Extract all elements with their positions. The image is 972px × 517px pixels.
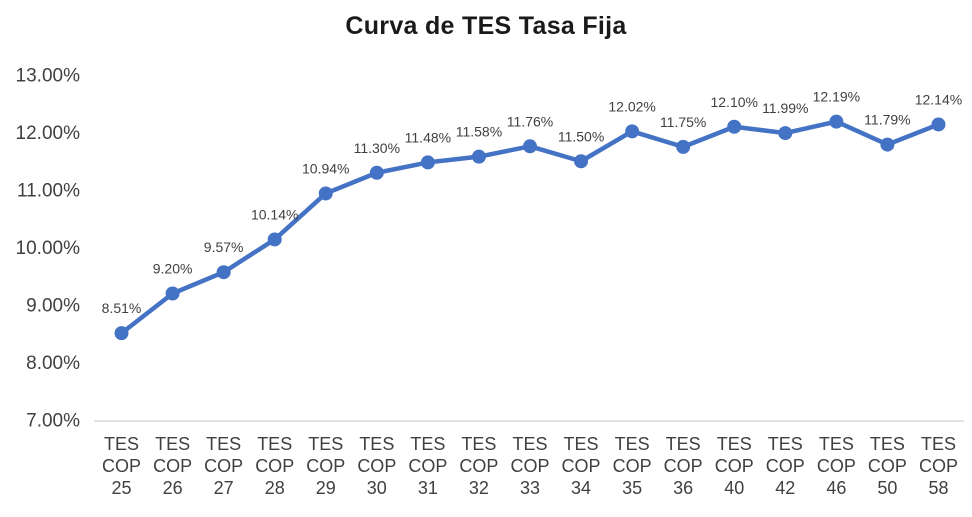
data-point-label: 11.76% bbox=[507, 113, 553, 129]
chart-title: Curva de TES Tasa Fija bbox=[345, 12, 627, 40]
x-axis-label: TES COP 29 bbox=[306, 434, 345, 498]
x-axis-label: TES COP 27 bbox=[204, 434, 243, 498]
x-axis-label: TES COP 26 bbox=[153, 434, 192, 498]
y-tick-label: 8.00% bbox=[26, 353, 80, 374]
x-axis-label: TES COP 50 bbox=[868, 434, 907, 498]
data-point-label: 12.19% bbox=[813, 89, 860, 105]
data-point-label: 9.57% bbox=[204, 239, 244, 255]
x-axis-label: TES COP 42 bbox=[766, 434, 805, 498]
data-point-marker bbox=[114, 326, 129, 341]
x-axis-label: TES COP 58 bbox=[919, 434, 958, 498]
x-axis-label: TES COP 35 bbox=[613, 434, 652, 498]
y-tick-label: 9.00% bbox=[26, 296, 80, 317]
data-point-marker bbox=[880, 137, 895, 152]
data-point-marker bbox=[625, 124, 640, 139]
data-point-label: 10.14% bbox=[251, 206, 298, 222]
y-tick-label: 11.00% bbox=[17, 181, 80, 202]
x-axis-label: TES COP 31 bbox=[408, 434, 447, 498]
y-tick-label: 10.00% bbox=[16, 238, 81, 259]
x-axis-label: TES COP 46 bbox=[817, 434, 856, 498]
data-point-label: 11.58% bbox=[456, 124, 502, 140]
data-point-label: 12.10% bbox=[710, 94, 757, 110]
x-axis-label: TES COP 36 bbox=[664, 434, 703, 498]
data-point-marker bbox=[216, 265, 231, 280]
data-point-marker bbox=[471, 149, 486, 164]
x-axis-label: TES COP 32 bbox=[459, 434, 498, 498]
data-point-label: 11.75% bbox=[660, 114, 706, 130]
data-point-label: 12.14% bbox=[915, 91, 962, 107]
x-axis-label: TES COP 34 bbox=[562, 434, 601, 498]
data-point-label: 11.50% bbox=[558, 128, 604, 144]
data-point-marker bbox=[369, 165, 384, 180]
data-point-marker bbox=[778, 126, 793, 141]
x-axis-label: TES COP 28 bbox=[255, 434, 294, 498]
y-tick-label: 13.00% bbox=[16, 66, 81, 87]
data-point-marker bbox=[574, 154, 589, 169]
data-point-marker bbox=[267, 232, 282, 247]
data-point-marker bbox=[931, 117, 946, 132]
data-point-label: 9.20% bbox=[153, 261, 193, 277]
data-point-label: 12.02% bbox=[608, 98, 655, 114]
data-point-label: 10.94% bbox=[302, 160, 349, 176]
series-line bbox=[119, 119, 941, 336]
x-axis-label: TES COP 25 bbox=[102, 434, 141, 498]
data-point-marker bbox=[676, 139, 691, 154]
data-point-marker bbox=[420, 155, 435, 170]
data-point-marker bbox=[829, 114, 844, 129]
data-point-label: 11.48% bbox=[405, 129, 451, 145]
data-point-label: 11.30% bbox=[354, 140, 400, 156]
data-point-marker bbox=[727, 119, 742, 134]
data-point-label: 11.79% bbox=[864, 112, 910, 128]
data-point-marker bbox=[318, 186, 333, 201]
data-point-marker bbox=[523, 139, 537, 154]
data-point-label: 8.51% bbox=[102, 300, 142, 316]
x-axis-label: TES COP 40 bbox=[715, 434, 754, 498]
x-axis-label: TES COP 30 bbox=[357, 434, 396, 498]
data-point-marker bbox=[165, 286, 180, 301]
y-tick-label: 7.00% bbox=[26, 411, 80, 432]
data-point-label: 11.99% bbox=[762, 100, 808, 116]
y-tick-label: 12.00% bbox=[16, 123, 81, 144]
x-axis-label: TES COP 33 bbox=[510, 434, 549, 498]
